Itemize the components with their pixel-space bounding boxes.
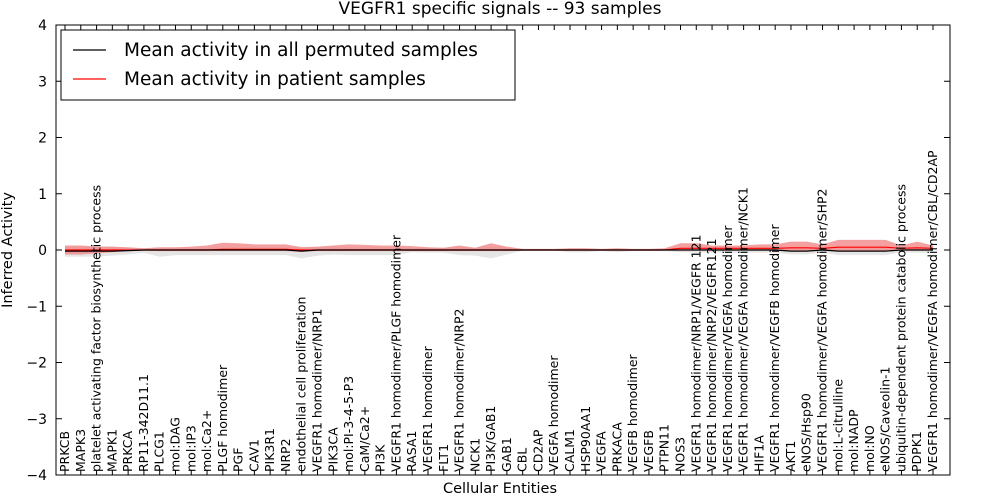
x-tick-label: PI3K: [373, 444, 388, 472]
x-tick-label: MAPK1: [104, 429, 119, 472]
x-tick-label: NRP2: [278, 438, 293, 472]
x-tick-label: mol:NO: [862, 425, 877, 472]
x-tick-label: mol:IP3: [183, 425, 198, 472]
x-tick-label: CALM1: [562, 429, 577, 472]
x-tick-label: CBL: [515, 448, 530, 472]
x-tick-label: mol:L-citrulline: [830, 379, 845, 472]
x-tick-label: PRKCA: [120, 431, 135, 472]
x-axis: PRKCB MAPK3 platelet activating factor bio…: [57, 25, 940, 475]
x-tick-label: VEGFR1 homodimer: [420, 345, 435, 472]
y-tick-label: −2: [26, 356, 47, 372]
x-tick-label: platelet activating factor biosynthetic …: [89, 185, 104, 472]
x-tick-label: VEGFR1 homodimer/NRP2/VEGFR121: [704, 238, 719, 472]
x-tick-label: VEGFR1 homodimer/VEGFB homodimer: [767, 224, 782, 472]
y-tick-label: 3: [38, 74, 47, 90]
x-tick-label: NOS3: [673, 437, 688, 472]
series-lines: [65, 246, 934, 252]
x-tick-label: VEGFR1 homodimer/VEGFA homodimer/SHP2: [815, 188, 830, 472]
y-tick-label: 1: [38, 187, 47, 203]
x-tick-label: mol:NADP: [846, 409, 861, 472]
x-tick-label: VEGFR1 homodimer/PLGF homodimer: [388, 234, 403, 472]
y-tick-label: −4: [26, 468, 47, 484]
x-tick-label: HIF1A: [751, 435, 766, 472]
x-tick-label: GAB1: [499, 437, 514, 472]
x-tick-label: mol:Ca2+: [199, 410, 214, 472]
x-tick-label: RP11-342D11.1: [136, 374, 151, 472]
x-tick-label: VEGFB: [641, 430, 656, 472]
x-tick-label: RASA1: [404, 431, 419, 472]
x-tick-label: FLT1: [436, 444, 451, 472]
x-tick-label: VEGFR1 homodimer/VEGFA homodimer: [720, 225, 735, 472]
x-axis-title: Cellular Entities: [443, 481, 557, 497]
x-tick-label: VEGFA: [594, 431, 609, 472]
x-tick-label: CAV1: [246, 439, 261, 472]
y-axis: −4 −3 −2 −1 0 1 2 3 4: [26, 18, 950, 484]
confidence-bands: [65, 239, 933, 259]
x-tick-label: NCK1: [467, 438, 482, 472]
x-tick-label: mol:DAG: [168, 417, 183, 472]
legend: Mean activity in all permuted samples Me…: [60, 29, 516, 101]
x-tick-label: ubiquitin-dependent protein catabolic pr…: [893, 184, 908, 472]
x-tick-label: HSP90AA1: [578, 406, 593, 472]
x-tick-label: endothelial cell proliferation: [294, 297, 309, 472]
x-tick-label: VEGFR1 homodimer/NRP1: [310, 309, 325, 472]
x-tick-label: VEGFB homodimer: [625, 353, 640, 472]
x-tick-label: PIK3R1: [262, 428, 277, 472]
y-tick-label: −3: [26, 412, 47, 428]
x-tick-label: PLCG1: [152, 431, 167, 472]
x-tick-label: MAPK3: [73, 429, 88, 472]
x-tick-label: VEGFR1 homodimer/VEGFA homodimer/CBL/CD2…: [925, 150, 940, 472]
legend-label-patient: Mean activity in patient samples: [124, 69, 426, 90]
y-tick-label: 4: [38, 18, 47, 34]
x-tick-label: PGF: [231, 448, 246, 472]
line-series-0: [65, 249, 933, 252]
x-tick-label: PRKCB: [57, 431, 72, 472]
x-tick-label: PDPK1: [909, 431, 924, 472]
x-tick-label: PIK3CA: [325, 427, 340, 472]
y-tick-label: 2: [38, 131, 47, 147]
band-series-1: [65, 239, 933, 255]
y-tick-label: −1: [26, 299, 47, 315]
y-axis-title: Inferred Activity: [0, 192, 16, 308]
x-tick-label: VEGFR1 homodimer/NRP1/VEGFR 121: [688, 234, 703, 472]
legend-box: [60, 29, 516, 101]
chart-title: VEGFR1 specific signals -- 93 samples: [339, 0, 662, 19]
x-tick-label: VEGFR1 homodimer/NRP2: [452, 309, 467, 472]
x-tick-label: PI3K/GAB1: [483, 406, 498, 472]
x-tick-label: PLGF homodimer: [215, 364, 230, 472]
x-tick-label: PTPN11: [657, 424, 672, 472]
x-tick-label: eNOS/Hsp90: [799, 393, 814, 472]
legend-label-permuted: Mean activity in all permuted samples: [124, 40, 478, 61]
y-tick-label: 0: [38, 243, 47, 259]
x-tick-label: VEGFA homodimer: [546, 355, 561, 472]
x-tick-label: PRKACA: [609, 422, 624, 472]
x-tick-label: mol:PI-3-4-5-P3: [341, 376, 356, 472]
x-tick-label: CaM/Ca2+: [357, 406, 372, 472]
x-tick-label: eNOS/Caveolin-1: [878, 367, 893, 472]
x-tick-label: AKT1: [783, 441, 798, 472]
x-tick-label: VEGFR1 homodimer/VEGFA homodimer/NCK1: [736, 187, 751, 472]
x-tick-label: CD2AP: [531, 429, 546, 472]
